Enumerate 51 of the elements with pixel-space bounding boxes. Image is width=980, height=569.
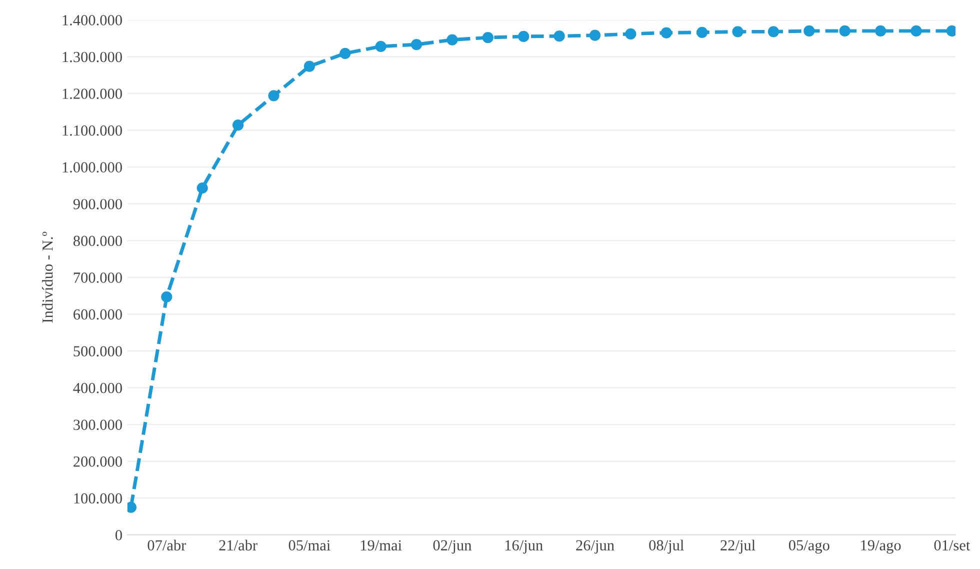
y-tick-label: 100.000 xyxy=(74,493,122,504)
point xyxy=(804,25,815,37)
x-tick-label: 21/abr xyxy=(219,540,258,550)
point xyxy=(554,30,565,42)
point xyxy=(874,25,886,37)
x-tick-label: 26/jun xyxy=(576,540,614,554)
y-tick-label: 1.300.000 xyxy=(62,52,122,62)
x-tick-label: 05/mai xyxy=(288,540,330,550)
point xyxy=(127,502,137,513)
y-tick-label: 700.000 xyxy=(74,272,122,283)
point xyxy=(625,28,636,40)
x-tick-label: 02/jun xyxy=(433,540,472,554)
point xyxy=(340,48,351,59)
point xyxy=(660,27,672,38)
point xyxy=(518,30,530,42)
x-tick-label: 01/set xyxy=(934,540,970,550)
x-tick-label: 05/ago xyxy=(788,540,830,554)
y-tick-label: 600.000 xyxy=(74,309,122,320)
point xyxy=(732,26,744,38)
y-tick-label: 1.200.000 xyxy=(62,88,122,99)
point xyxy=(304,60,315,72)
y-tick-label: 1.100.000 xyxy=(62,125,122,136)
x-tick-label: 22/jul xyxy=(720,540,756,554)
point xyxy=(375,40,386,52)
y-axis-title: Indivíduo - N.º xyxy=(42,232,53,323)
point xyxy=(696,26,708,38)
point xyxy=(839,25,850,37)
y-tick-label: 200.000 xyxy=(74,456,122,467)
y-tick-label: 1.400.000 xyxy=(62,15,122,26)
y-tick-label: 1.000.000 xyxy=(62,162,122,173)
point xyxy=(446,34,458,46)
y-tick-label: 900.000 xyxy=(73,198,122,210)
x-tick-label: 19/mai xyxy=(360,540,402,550)
point xyxy=(410,39,422,50)
y-tick-label: 500.000 xyxy=(74,346,122,356)
point xyxy=(589,30,601,41)
x-tick-label: 19/ago xyxy=(861,540,901,554)
point xyxy=(196,182,208,194)
y-tick-label: 400.000 xyxy=(73,382,122,394)
point xyxy=(268,90,280,102)
point xyxy=(482,32,494,44)
point xyxy=(161,291,172,302)
x-tick-label: 16/jun xyxy=(505,540,543,554)
y-tick-label: 0 xyxy=(115,530,122,540)
y-tick-label: 800.000 xyxy=(73,236,122,246)
point xyxy=(232,120,244,131)
y-tick-label: 300.000 xyxy=(74,420,122,430)
x-tick-label: 08/jul xyxy=(649,540,684,554)
point xyxy=(910,25,922,37)
x-tick-label: 07/abr xyxy=(148,540,186,550)
point xyxy=(768,26,780,38)
